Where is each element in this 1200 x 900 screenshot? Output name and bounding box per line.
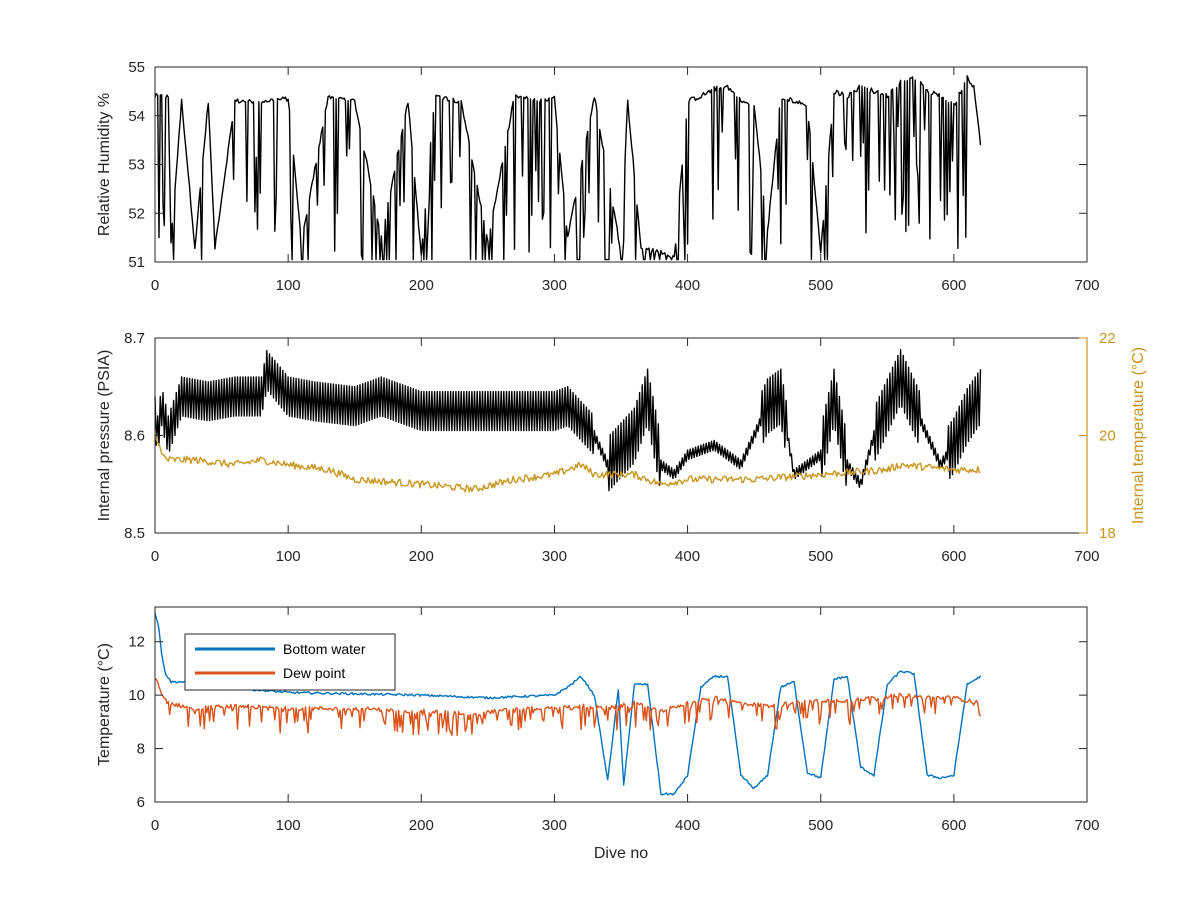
y-tick-label: 53 [128,157,145,174]
x-tick-label: 200 [409,817,434,834]
y-axis-label: Relative Humidity % [96,93,113,236]
subplot-2: 0 100 200 300 400 500 600 700 8.5 8.6 8.7 18 20 22 Int… [96,330,1147,565]
subplot-3: 0 100 200 300 400 500 600 700 6 8 10 12 Temperature … [96,606,1100,862]
legend-label-bottom-water: Bottom water [283,641,366,657]
y-axis-label: Temperature (°C) [96,643,113,766]
x-tick-label: 700 [1074,277,1099,294]
x-tick-label: 100 [276,548,301,565]
y-tick-label: 8.6 [124,428,145,445]
x-tick-label: 400 [675,548,700,565]
x-tick-label: 500 [808,548,833,565]
y-tick-label: 8.7 [124,330,145,347]
x-tick-label: 100 [276,817,301,834]
y2-tick-label: 18 [1099,525,1116,542]
y-tick-label: 55 [128,59,145,76]
x-tick-label: 0 [151,548,159,565]
x-tick-label: 0 [151,817,159,834]
dew-point-line [154,677,982,737]
subplot-1: 0 100 200 300 400 500 600 700 51 52 53 54 55 Relative… [96,59,1100,294]
x-tick-label: 600 [941,548,966,565]
x-tick-label: 300 [542,548,567,565]
primary-line [154,75,982,261]
x-tick-label: 700 [1074,817,1099,834]
y-axis-label: Internal pressure (PSIA) [96,350,113,522]
legend-box [184,633,396,691]
legend: Bottom water Dew point [184,633,396,691]
bottom-water-line [154,613,982,796]
axes-box [154,606,1088,803]
y-tick-label: 12 [128,634,145,651]
y-tick-label: 51 [128,254,145,271]
x-tick-label: 500 [808,817,833,834]
legend-label-dew-point: Dew point [283,665,345,681]
y-tick-label: 8.5 [124,525,145,542]
primary-line [154,349,982,492]
y-tick-label: 8 [137,741,145,758]
x-axis-label: Dive no [594,845,648,862]
x-tick-label: 600 [941,277,966,294]
x-tick-label: 100 [276,277,301,294]
x-tick-label: 700 [1074,548,1099,565]
x-tick-label: 600 [941,817,966,834]
y-tick-label: 10 [128,687,145,704]
x-tick-label: 200 [409,277,434,294]
x-tick-label: 300 [542,277,567,294]
y2-tick-label: 22 [1099,330,1116,347]
x-tick-label: 500 [808,277,833,294]
x-tick-label: 400 [675,817,700,834]
y-tick-label: 54 [128,108,145,125]
y-tick-label: 52 [128,205,145,222]
x-tick-label: 300 [542,817,567,834]
y2-axis-label: Internal temperature (°C) [1130,347,1147,524]
y-tick-label: 6 [137,794,145,811]
x-tick-label: 0 [151,277,159,294]
internal-temperature-line [154,429,981,493]
x-tick-label: 200 [409,548,434,565]
x-tick-label: 400 [675,277,700,294]
y2-tick-label: 20 [1099,428,1116,445]
